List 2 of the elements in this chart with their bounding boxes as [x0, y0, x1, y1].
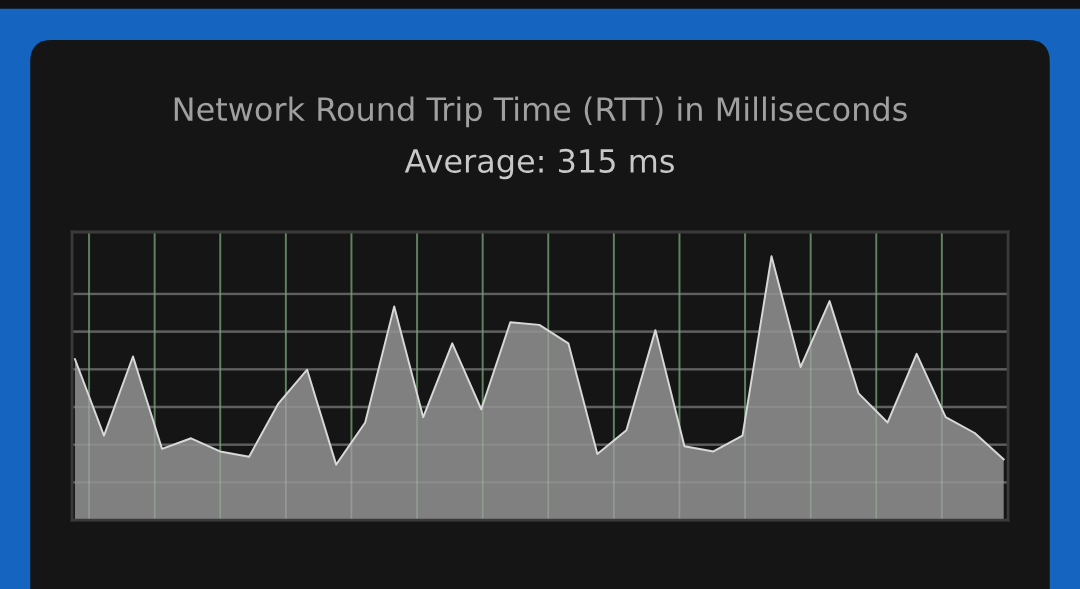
chart-title: Network Round Trip Time (RTT) in Milliseconds	[174, 96, 907, 128]
chart-subtitle: Average: 315 ms	[404, 148, 674, 180]
